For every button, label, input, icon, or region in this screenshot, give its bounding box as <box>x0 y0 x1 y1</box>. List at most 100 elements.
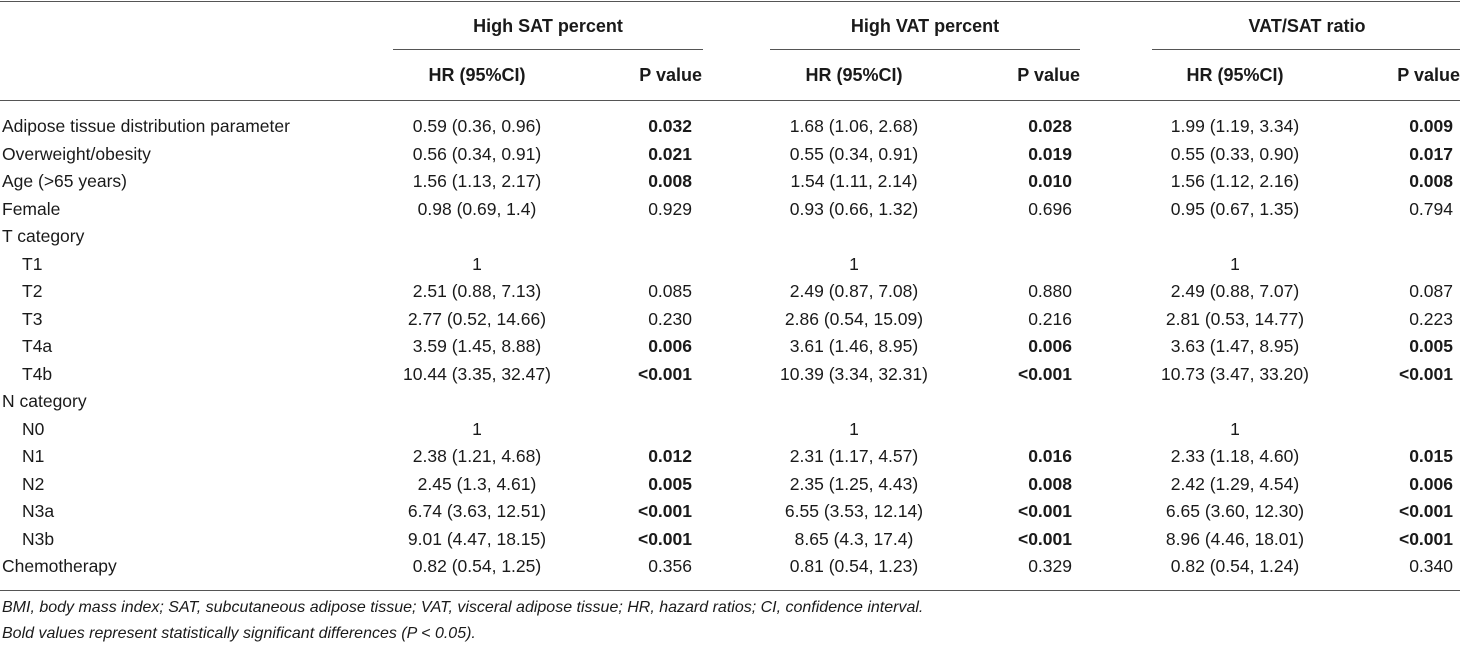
table-row: T category <box>0 223 1460 251</box>
hr-cell: 1.54 (1.11, 2.14) <box>790 171 918 191</box>
row-label: N1 <box>22 446 45 466</box>
hr-cell: 1 <box>849 418 859 439</box>
p-value-cell: 0.085 <box>648 281 692 301</box>
hr-cell: 1.99 (1.19, 3.34) <box>1170 116 1300 136</box>
p-value-cell: 0.356 <box>648 556 692 576</box>
p-value-cell: 0.223 <box>1409 308 1453 329</box>
group-underline-sat <box>393 49 703 50</box>
hr-cell: 2.49 (0.87, 7.08) <box>789 281 919 301</box>
table-row: N0 1 1 1 <box>0 416 1460 444</box>
hr-cell: 1 <box>1230 418 1240 439</box>
hr-cell: 2.35 (1.25, 4.43) <box>789 473 919 494</box>
p-value-cell: 0.329 <box>1028 556 1072 576</box>
table-row: T4a 3.59 (1.45, 8.88) 0.006 3.61 (1.46, 8.9… <box>0 333 1460 361</box>
p-value-cell: 0.880 <box>1028 281 1072 301</box>
p-value-cell: 0.929 <box>648 198 692 219</box>
p-value-cell: 0.015 <box>1409 446 1453 466</box>
table-body: Adipose tissue distribution parameter 0.5… <box>0 113 1460 581</box>
row-label: Age (>65 years) <box>2 171 127 191</box>
table-row: N3a 6.74 (3.63, 12.51) <0.001 6.55 (3.53, 1… <box>0 498 1460 526</box>
p-value-cell: <0.001 <box>637 528 692 549</box>
group-title-vat: High VAT percent <box>850 16 1000 36</box>
table-row: N1 2.38 (1.21, 4.68) 0.012 2.31 (1.17, 4.57… <box>0 443 1460 471</box>
hr-cell: 6.65 (3.60, 12.30) <box>1165 501 1305 521</box>
p-value-cell: 0.216 <box>1028 308 1072 329</box>
hr-cell: 9.01 (4.47, 18.15) <box>407 528 547 549</box>
hr-cell: 2.45 (1.3, 4.61) <box>417 473 537 494</box>
row-label: T4a <box>22 336 53 356</box>
hr-cell: 0.81 (0.54, 1.23) <box>789 556 919 576</box>
hr-cell: 0.59 (0.36, 0.96) <box>412 116 542 136</box>
p-value-cell: 0.005 <box>1409 336 1453 356</box>
hr-cell: 1 <box>1230 253 1240 274</box>
hr-header-sat: HR (95%CI) <box>428 65 526 85</box>
p-header-sat: P value <box>639 65 702 85</box>
table-row: N2 2.45 (1.3, 4.61) 0.005 2.35 (1.25, 4.43)… <box>0 471 1460 499</box>
hr-cell: 3.63 (1.47, 8.95) <box>1170 336 1300 356</box>
row-label: Overweight/obesity <box>2 143 151 164</box>
row-label: T3 <box>22 308 43 329</box>
p-value-cell: 0.021 <box>648 143 692 164</box>
p-value-cell: <0.001 <box>637 363 692 384</box>
p-value-cell: 0.230 <box>648 308 692 329</box>
p-value-cell: 0.017 <box>1409 143 1453 164</box>
hr-cell: 10.39 (3.34, 32.31) <box>780 363 928 384</box>
hr-cell: 0.93 (0.66, 1.32) <box>789 198 919 219</box>
table-row: T3 2.77 (0.52, 14.66) 0.230 2.86 (0.54, 15.… <box>0 306 1460 334</box>
hr-cell: 1 <box>472 253 482 274</box>
p-value-cell: 0.019 <box>1028 143 1072 164</box>
table-row: Overweight/obesity 0.56 (0.34, 0.91) 0.021… <box>0 141 1460 169</box>
p-value-cell: 0.794 <box>1409 198 1453 219</box>
row-label: Female <box>2 198 61 219</box>
row-label: N3a <box>22 501 55 521</box>
p-value-cell: 0.008 <box>648 171 692 191</box>
hr-cell: 10.73 (3.47, 33.20) <box>1161 363 1309 384</box>
hr-header-ratio: HR (95%CI) <box>1186 65 1284 85</box>
p-value-cell: <0.001 <box>1398 528 1453 549</box>
table-row: Adipose tissue distribution parameter 0.5… <box>0 113 1460 141</box>
table-row: N category <box>0 388 1460 416</box>
table-row: T1 1 1 1 <box>0 251 1460 279</box>
hr-cell: 2.77 (0.52, 14.66) <box>407 308 547 329</box>
hr-cell: 2.51 (0.88, 7.13) <box>412 281 542 301</box>
p-value-cell: <0.001 <box>1017 501 1072 521</box>
hr-cell: 0.55 (0.34, 0.91) <box>789 143 919 164</box>
header-bottom-rule <box>0 100 1460 101</box>
table-row: N3b 9.01 (4.47, 18.15) <0.001 8.65 (4.3, 17… <box>0 526 1460 554</box>
p-value-cell: 0.016 <box>1028 446 1072 466</box>
row-label: Adipose tissue distribution parameter <box>2 116 290 136</box>
row-label: N category <box>2 391 87 411</box>
hr-cell: 0.82 (0.54, 1.24) <box>1170 556 1300 576</box>
row-label: T2 <box>22 281 43 301</box>
p-value-cell: <0.001 <box>637 501 692 521</box>
hr-header-vat: HR (95%CI) <box>805 65 903 85</box>
hr-cell: 3.59 (1.45, 8.88) <box>412 336 542 356</box>
p-value-cell: 0.012 <box>648 446 692 466</box>
group-title-sat: High SAT percent <box>473 16 623 36</box>
hr-cell: 0.55 (0.33, 0.90) <box>1170 143 1300 164</box>
p-header-vat: P value <box>1017 65 1080 85</box>
row-label: N3b <box>22 528 55 549</box>
hr-cell: 0.95 (0.67, 1.35) <box>1170 198 1300 219</box>
hr-cell: 6.74 (3.63, 12.51) <box>407 501 547 521</box>
hr-cell: 8.96 (4.46, 18.01) <box>1165 528 1305 549</box>
p-value-cell: <0.001 <box>1398 363 1453 384</box>
hr-cell: 1 <box>472 418 482 439</box>
p-value-cell: 0.028 <box>1028 116 1072 136</box>
hr-cell: 2.42 (1.29, 4.54) <box>1170 473 1300 494</box>
row-label: Chemotherapy <box>2 556 117 576</box>
hr-cell: 0.82 (0.54, 1.25) <box>412 556 542 576</box>
hr-cell: 2.81 (0.53, 14.77) <box>1165 308 1305 329</box>
p-value-cell: 0.032 <box>648 116 692 136</box>
table-bottom-rule <box>0 590 1460 591</box>
table-row: Chemotherapy 0.82 (0.54, 1.25) 0.356 0.81 (… <box>0 553 1460 581</box>
hr-cell: 6.55 (3.53, 12.14) <box>784 501 924 521</box>
p-value-cell: 0.006 <box>648 336 692 356</box>
row-label: T4b <box>22 363 53 384</box>
p-value-cell: 0.010 <box>1028 171 1072 191</box>
hr-cell: 3.61 (1.46, 8.95) <box>789 336 919 356</box>
p-value-cell: 0.006 <box>1028 336 1072 356</box>
table-top-rule <box>0 1 1460 2</box>
row-label: N0 <box>22 418 45 439</box>
row-label: T1 <box>22 253 43 274</box>
